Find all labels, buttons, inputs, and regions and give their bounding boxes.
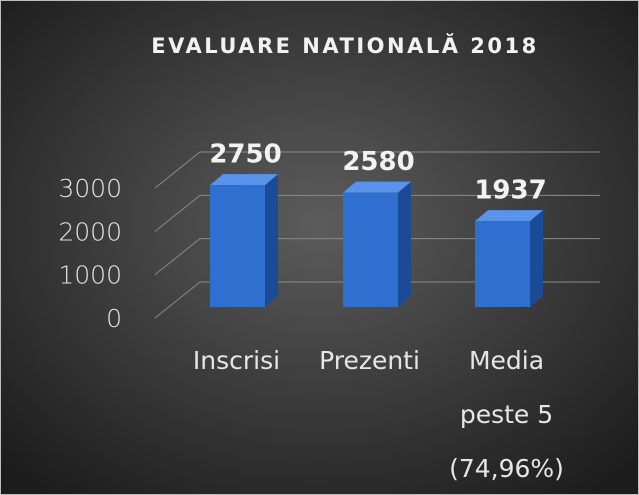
x-tick-label: Prezenti [319, 346, 420, 375]
grid-line [154, 194, 600, 232]
bar-side [398, 181, 411, 307]
bar-front [210, 185, 265, 307]
data-label: 2750 [209, 140, 281, 170]
y-tick-label: 3000 [58, 174, 122, 203]
y-tick-label: 2000 [58, 217, 122, 246]
bar [343, 181, 411, 307]
grid-line [154, 151, 600, 189]
bar-front [343, 192, 398, 307]
y-tick-label: 1000 [58, 261, 122, 290]
x-tick-label: Media peste 5 (74,96%) [449, 346, 564, 483]
bar-top [343, 181, 411, 193]
grid-line [154, 238, 600, 276]
bar-top [475, 210, 543, 222]
chart-title: EVALUARE NATIONALĂ 2018 [151, 33, 538, 58]
data-label: 2580 [342, 147, 414, 177]
data-label: 1937 [474, 176, 546, 206]
bar-front [475, 221, 530, 307]
bar [210, 174, 278, 307]
bar-side [530, 210, 543, 307]
y-tick-label: 0 [106, 304, 122, 333]
bar-top [210, 174, 278, 186]
x-tick-label: Inscrisi [193, 346, 280, 375]
grid-line [154, 281, 600, 319]
bar [475, 210, 543, 307]
bar-side [265, 174, 278, 307]
